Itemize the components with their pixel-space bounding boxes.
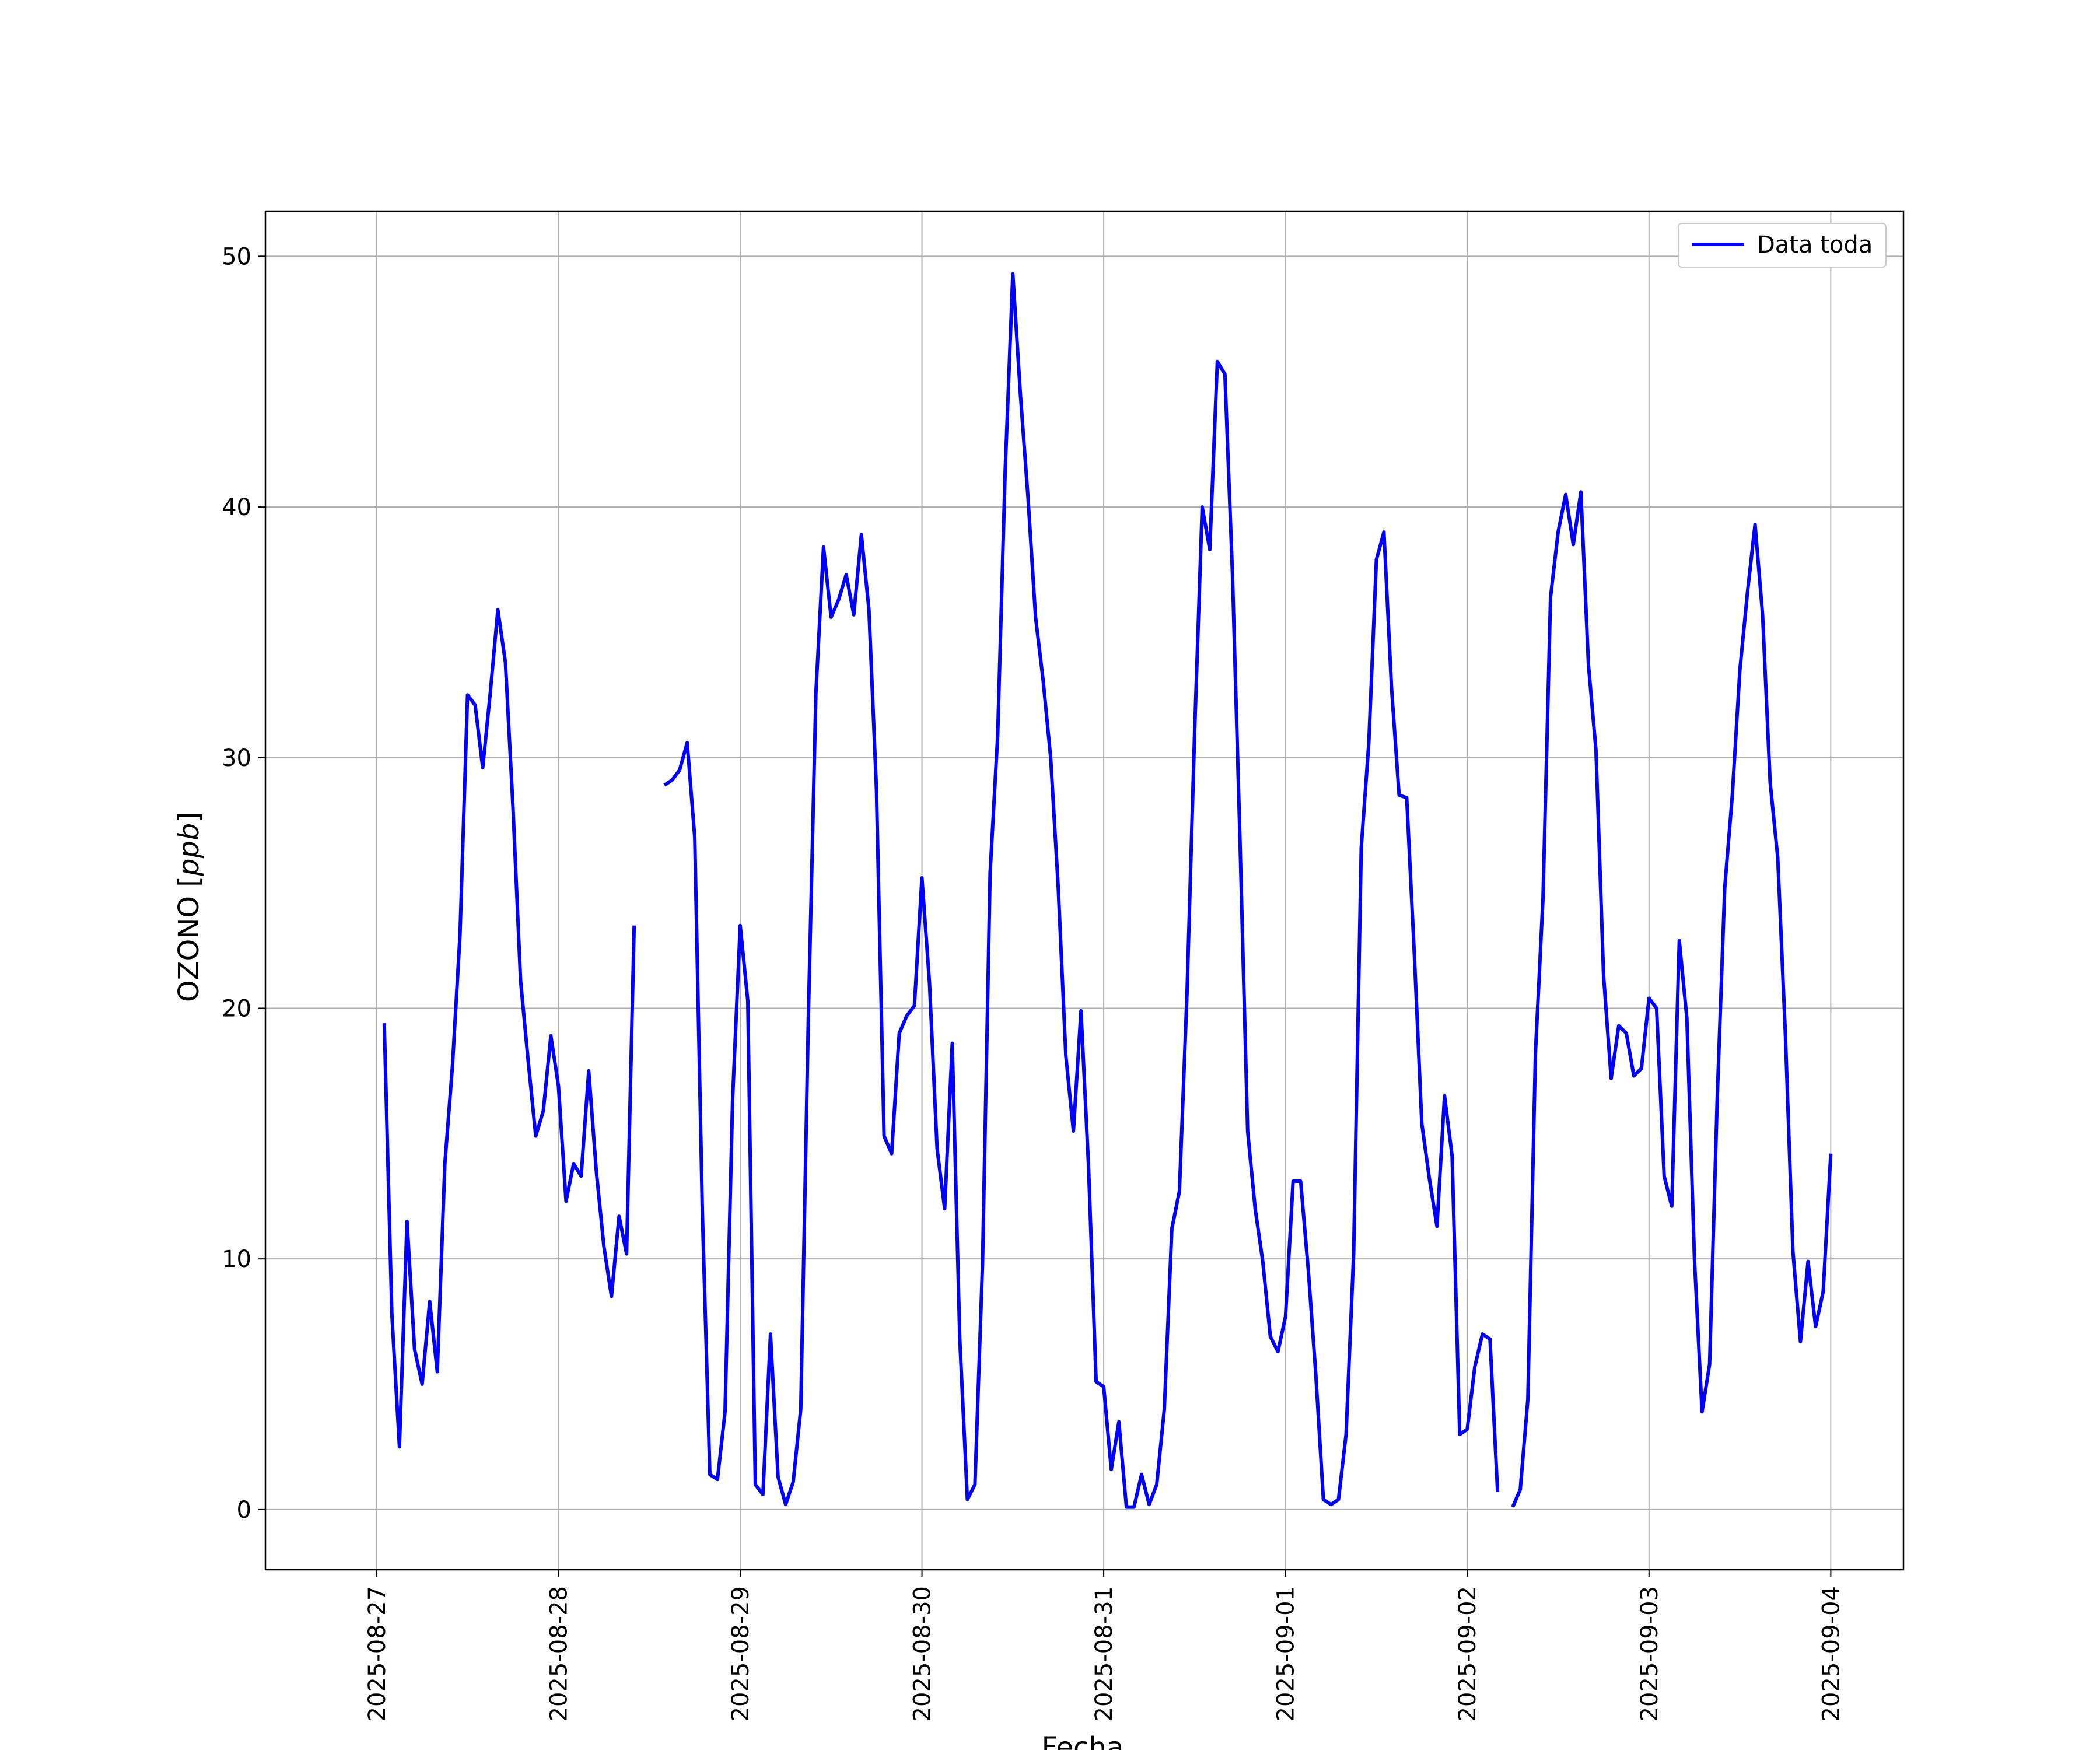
y-axis-title-unit: ppb: [173, 823, 205, 877]
y-gridlines: [265, 256, 1903, 1510]
x-axis-ticks: 2025-08-27 2025-08-28 2025-08-29 2025-08-30…: [364, 1570, 1845, 1721]
y-axis-title-name: OZONO [: [173, 876, 205, 1002]
y-tick-label: 50: [222, 243, 251, 270]
y-axis-title: OZONO [ppb]: [173, 812, 205, 1002]
x-tick-label: 2025-08-31: [1091, 1586, 1118, 1721]
x-tick-label: 2025-09-02: [1454, 1586, 1481, 1721]
x-tick-label: 2025-08-28: [545, 1586, 572, 1721]
x-tick-label: 2025-09-01: [1273, 1586, 1300, 1721]
x-tick-label: 2025-08-29: [727, 1586, 754, 1721]
series-line-segment: [1511, 490, 1833, 1508]
y-axis-title-close: ]: [173, 812, 205, 823]
series-line-segment: [663, 272, 1500, 1509]
x-tick-label: 2025-09-03: [1636, 1586, 1663, 1721]
x-tick-label: 2025-08-30: [909, 1586, 936, 1721]
x-gridlines: [376, 211, 1832, 1570]
y-tick-label: 0: [237, 1497, 251, 1524]
legend: Data toda: [1678, 223, 1887, 268]
y-tick-label: 40: [222, 494, 251, 521]
series-line-segment: [382, 608, 636, 1449]
y-tick-label: 10: [222, 1246, 251, 1273]
y-tick-label: 20: [222, 995, 251, 1022]
y-axis-ticks: 0 10 20 30 40 50: [222, 243, 265, 1524]
x-axis-title: Fecha: [1042, 1731, 1124, 1750]
x-tick-label: 2025-09-04: [1818, 1586, 1845, 1721]
plot-frame: [264, 210, 1905, 1571]
x-tick-label: 2025-08-27: [364, 1586, 391, 1721]
legend-label-data-toda: Data toda: [1757, 232, 1873, 258]
y-tick-label: 30: [222, 745, 251, 772]
series-layer: [382, 272, 1833, 1509]
legend-box: [1678, 223, 1887, 268]
